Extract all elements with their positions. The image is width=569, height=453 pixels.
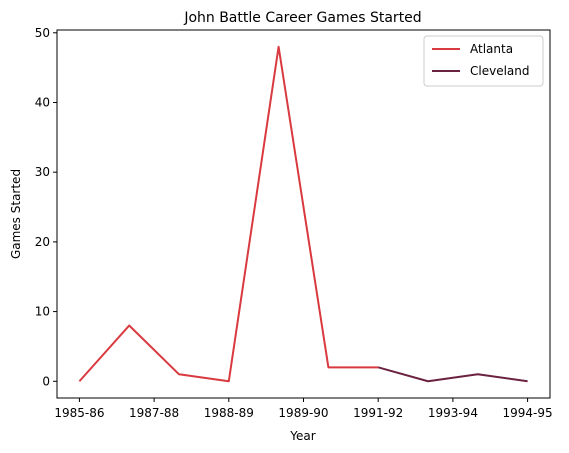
legend-label-cleveland: Cleveland — [470, 64, 530, 78]
y-tick-label: 0 — [42, 374, 50, 388]
plot-area — [78, 45, 528, 383]
y-tick-label: 30 — [35, 165, 50, 179]
x-tick-label: 1993-94 — [428, 406, 478, 420]
x-tick-label: 1987-88 — [129, 406, 179, 420]
y-tick-label: 50 — [35, 26, 50, 40]
y-axis-label: Games Started — [9, 169, 23, 259]
y-axis: 0 10 20 30 40 50 — [35, 26, 57, 388]
y-tick-label: 10 — [35, 305, 50, 319]
y-tick-label: 20 — [35, 235, 50, 249]
chart-title: John Battle Career Games Started — [183, 10, 421, 26]
x-axis: 1985-86 1987-88 1988-89 1989-90 1991-92 1993-… — [54, 398, 553, 420]
x-axis-label: Year — [289, 429, 315, 443]
x-tick-label: 1994-95 — [503, 406, 553, 420]
y-tick-label: 40 — [35, 95, 50, 109]
x-tick-label: 1985-86 — [54, 406, 104, 420]
series-line-atlanta — [78, 45, 379, 383]
x-tick-label: 1988-89 — [204, 406, 254, 420]
x-tick-label: 1991-92 — [353, 406, 403, 420]
legend: Atlanta Cleveland — [423, 35, 544, 87]
x-tick-label: 1989-90 — [278, 406, 328, 420]
legend-label-atlanta: Atlanta — [470, 42, 513, 56]
series-line-cleveland — [377, 366, 528, 383]
